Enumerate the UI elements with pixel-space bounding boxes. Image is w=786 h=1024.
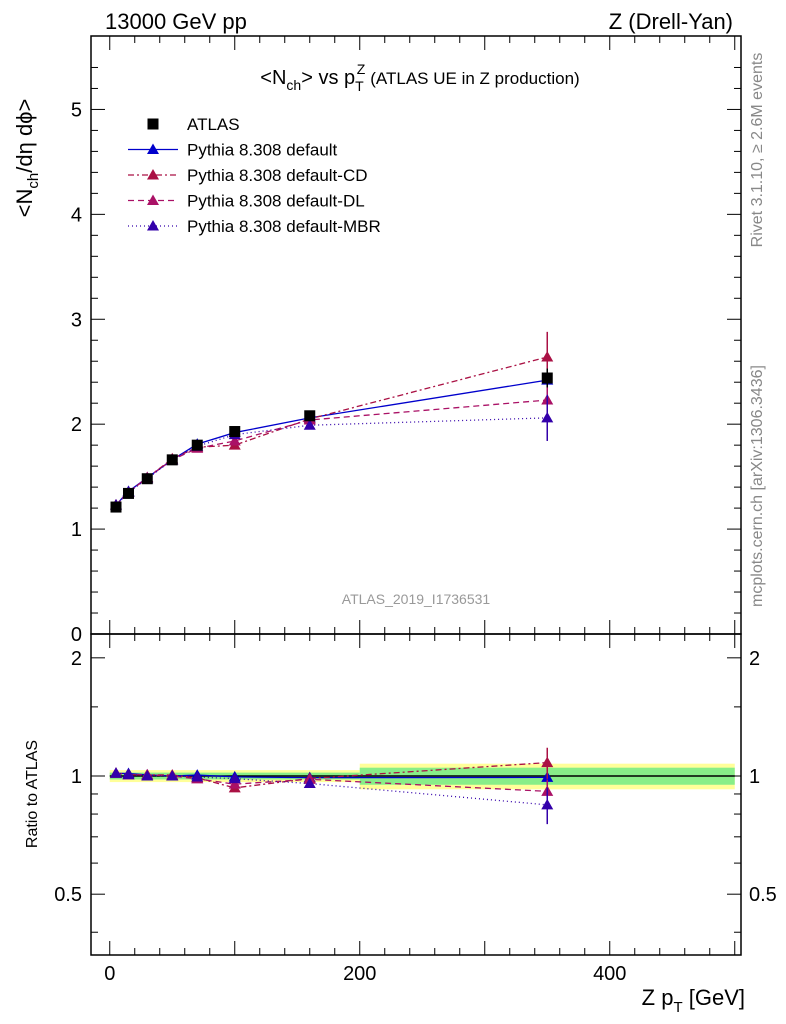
data-point-pythia-8-308-default-mbr: [303, 419, 316, 430]
y-tick-label: 1: [71, 519, 82, 541]
ratio-y-axis-label: Ratio to ATLAS: [24, 740, 41, 848]
header-left: 13000 GeV pp: [105, 9, 247, 34]
legend-marker-pythia-8-308-default: [147, 143, 159, 154]
ratio-tick-label: 2: [71, 648, 82, 670]
y-tick-label: 4: [71, 204, 82, 226]
legend-label-atlas: ATLAS: [187, 115, 240, 134]
ratio-point-pythia-8-308-default-mbr: [191, 770, 204, 782]
ratio-line-pythia-8-308-default-mbr: [115, 772, 548, 806]
ratio-point-pythia-8-308-default-mbr: [122, 768, 135, 780]
x-axis-label: Z pT [GeV]: [642, 985, 745, 1016]
ratio-point-pythia-8-308-default-mbr: [110, 767, 122, 778]
data-point-atlas: [304, 410, 316, 422]
y-axis-label: <Nch/dη dϕ>: [12, 99, 42, 218]
ratio-tick-label-right: 1: [749, 766, 760, 788]
ratio-point-pythia-8-308-default-mbr: [541, 798, 554, 810]
x-tick-label: 0: [104, 963, 115, 985]
y-tick-label: 2: [71, 414, 82, 436]
ratio-point-pythia-8-308-default-cd: [541, 756, 554, 768]
data-point-pythia-8-308-default-mbr: [541, 411, 554, 423]
analysis-watermark: ATLAS_2019_I1736531: [342, 591, 491, 607]
legend-label-pythia-8-308-default: Pythia 8.308 default: [187, 141, 338, 160]
legend-label-pythia-8-308-default-cd: Pythia 8.308 default-CD: [187, 166, 368, 185]
x-tick-label: 200: [343, 963, 376, 985]
ratio-point-pythia-8-308-default-mbr: [303, 777, 316, 789]
data-point-atlas: [141, 473, 153, 485]
ratio-point-pythia-8-308-default-mbr: [166, 770, 179, 781]
data-point-pythia-8-308-default-cd: [541, 351, 554, 362]
legend-label-pythia-8-308-default-dl: Pythia 8.308 default-DL: [187, 192, 365, 211]
ratio-point-pythia-8-308-default-dl: [228, 778, 241, 789]
y-tick-label: 0: [71, 624, 82, 646]
data-point-pythia-8-308-default-dl: [228, 434, 241, 446]
header-right: Z (Drell-Yan): [609, 9, 733, 34]
series-line-pythia-8-308-default-cd: [115, 356, 548, 506]
data-point-atlas: [191, 439, 203, 451]
series-line-pythia-8-308-default: [115, 379, 548, 506]
data-point-atlas: [541, 372, 553, 384]
mcplots-label: mcplots.cern.ch [arXiv:1306.3436]: [749, 365, 766, 607]
rivet-label: Rivet 3.1.10, ≥ 2.6M events: [749, 53, 766, 248]
ratio-tick-label-right: 0.5: [749, 884, 777, 906]
ratio-plot-frame: [90, 633, 742, 956]
series-line-pythia-8-308-default-mbr: [115, 417, 548, 506]
data-point-atlas: [166, 454, 178, 466]
data-point-atlas: [110, 501, 122, 513]
ratio-tick-label: 0.5: [54, 884, 82, 906]
legend-marker-atlas: [147, 118, 159, 130]
legend-marker-pythia-8-308-default-mbr: [147, 220, 159, 231]
y-tick-label: 5: [71, 99, 82, 121]
plot-title: <Nch> vs pTZ (ATLAS UE in Z production): [260, 61, 579, 94]
data-point-atlas: [123, 487, 134, 499]
ratio-point-pythia-8-308-default-mbr: [141, 770, 154, 781]
x-tick-label: 400: [593, 963, 626, 985]
legend-label-pythia-8-308-default-mbr: Pythia 8.308 default-MBR: [187, 217, 381, 236]
data-point-atlas: [229, 426, 241, 438]
ratio-tick-label: 1: [71, 766, 82, 788]
ratio-tick-label-right: 2: [749, 648, 760, 670]
series-line-pythia-8-308-default-dl: [115, 399, 548, 506]
ratio-point-pythia-8-308-default-mbr: [228, 772, 241, 784]
legend-marker-pythia-8-308-default-cd: [147, 169, 159, 180]
legend-marker-pythia-8-308-default-dl: [147, 194, 159, 205]
y-tick-label: 3: [71, 309, 82, 331]
